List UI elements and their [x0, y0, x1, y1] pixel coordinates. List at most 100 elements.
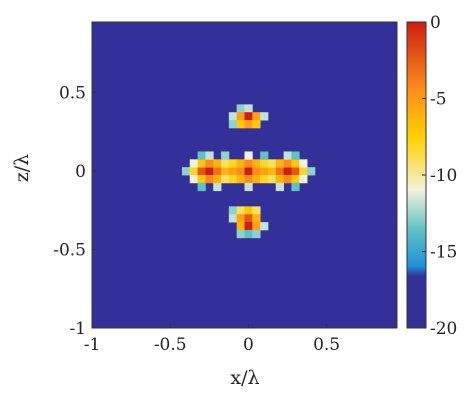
y-tick-label: -0.5 [53, 241, 86, 261]
heatmap-cell [236, 214, 245, 223]
heatmap-cell [197, 151, 206, 160]
heatmap-cell [252, 229, 261, 239]
heatmap-cell [252, 175, 261, 184]
heatmap-cell [260, 159, 269, 168]
heatmap-cell [236, 222, 245, 231]
heatmap-cell [299, 167, 308, 176]
heatmap-cell [244, 120, 253, 129]
heatmap-cell [291, 175, 300, 184]
heatmap-cell [252, 222, 261, 231]
colorbar-tick-label: 0 [430, 13, 441, 33]
heatmap-cell [236, 229, 245, 239]
heatmap-cell [213, 159, 222, 168]
heatmap-cell [197, 182, 206, 192]
heatmap-cell [221, 175, 230, 184]
x-axis-label: x/λ [230, 367, 259, 389]
heatmap-cell [275, 159, 284, 168]
heatmap-cell [228, 214, 238, 223]
heatmap-cell [197, 159, 206, 168]
x-tick-label: -1 [84, 335, 101, 355]
heatmap-cell [197, 175, 206, 184]
heatmap-cell [228, 112, 238, 121]
heatmap-cell [221, 151, 230, 160]
heatmap-cell [244, 175, 253, 184]
heatmap-cell [236, 104, 245, 113]
heatmap-cell [189, 175, 198, 184]
heatmap-cell [236, 206, 245, 215]
y-tick-label: 0.5 [59, 84, 86, 104]
heatmap-cell [244, 167, 253, 176]
heatmap-cell [283, 175, 292, 184]
heatmap-cell [181, 167, 191, 176]
heatmap-cell [205, 159, 214, 168]
heatmap-cell [291, 167, 300, 176]
heatmap-cell [252, 159, 261, 168]
heatmap-cell [267, 175, 277, 184]
heatmap-cell [228, 159, 238, 168]
heatmap-cell [228, 167, 238, 176]
heatmap-cell [291, 159, 300, 168]
heatmap-cell [221, 167, 230, 176]
heatmap-cell [213, 175, 222, 184]
heatmap-cell [244, 112, 253, 121]
heatmap-cell [244, 151, 253, 160]
colorbar-tick-label: -20 [430, 319, 457, 339]
colorbar-tick-label: -5 [430, 90, 447, 110]
heatmap-cell [252, 206, 261, 215]
heatmap-cell [291, 182, 300, 192]
heatmap-cell [244, 222, 253, 231]
heatmap-cell [291, 151, 300, 160]
heatmap-cell [205, 167, 214, 176]
colorbar-tick-label: -10 [430, 166, 457, 186]
y-tick-label: 0 [75, 162, 86, 182]
y-axis-label: z/λ [11, 154, 33, 182]
heatmap-cell [228, 120, 238, 129]
heatmap-cell [221, 159, 230, 168]
heatmap-cell [244, 214, 253, 223]
heatmap-cell [275, 175, 284, 184]
heatmap-cell [236, 159, 245, 168]
heatmap-cell [267, 159, 277, 168]
heatmap-cell [236, 112, 245, 121]
plot-frame [91, 21, 398, 329]
heatmap-cell [189, 167, 198, 176]
heatmap-cell [228, 175, 238, 184]
heatmap-cell [252, 120, 261, 129]
heatmap-cell [252, 112, 261, 121]
heatmap-cell [260, 175, 269, 184]
heatmap-cell [275, 182, 284, 192]
heatmap-cell [205, 175, 214, 184]
heatmap-cell [205, 151, 214, 160]
heatmap-cell [236, 120, 245, 129]
heatmap-cell [213, 182, 222, 192]
heatmap-cell [260, 167, 269, 176]
x-tick-label: 0.5 [313, 335, 340, 355]
heatmap-cell [299, 175, 308, 184]
heatmap-cell [307, 167, 316, 176]
x-axis-ticks: -1 -0.5 0 0.5 [84, 324, 340, 355]
heatmap-cell [283, 151, 292, 160]
heatmap-cell [244, 159, 253, 168]
heatmap-cell [260, 112, 269, 121]
heatmap-cell [267, 167, 277, 176]
colorbar-ticks: 0 -5 -10 -15 -20 [422, 13, 457, 339]
heatmap-cell [244, 182, 253, 192]
heatmap-cell [283, 167, 292, 176]
y-tick-label: -1 [69, 319, 86, 339]
x-tick-label: 0 [243, 335, 254, 355]
heatmap-cell [283, 159, 292, 168]
heatmap-cell [197, 167, 206, 176]
heatmap-cell [260, 222, 269, 231]
heatmap-cell [213, 167, 222, 176]
colorbar-tick-label: -15 [430, 243, 457, 263]
heatmap-cell [275, 167, 284, 176]
heatmap-cell [299, 159, 308, 168]
heatmap-cell [244, 206, 253, 215]
heatmap-cell [236, 167, 245, 176]
heatmap-cell [252, 167, 261, 176]
heatmap-cell [252, 214, 261, 223]
heatmap-cell [228, 206, 238, 215]
heatmap-cell [236, 175, 245, 184]
y-axis-ticks: 0.5 0 -0.5 -1 [53, 84, 96, 339]
